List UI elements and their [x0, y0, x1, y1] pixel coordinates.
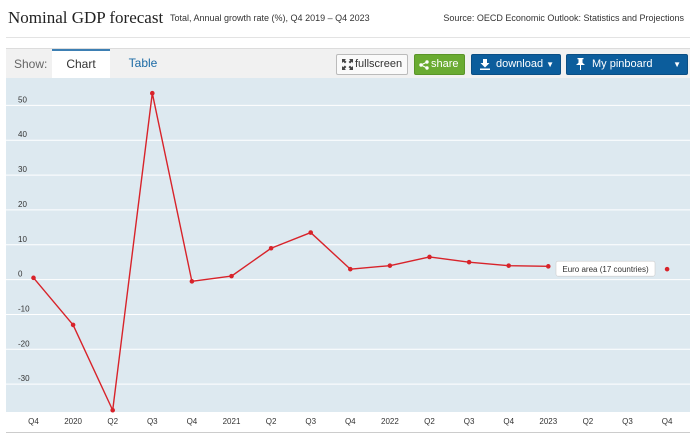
x-tick-label: 2021 — [223, 417, 241, 426]
pinboard-label: My pinboard — [592, 58, 653, 70]
chart-subtitle: Total, Annual growth rate (%), Q4 2019 –… — [170, 13, 370, 23]
x-tick-label: Q3 — [464, 417, 475, 426]
chart-toolbar: Show: Chart Table fullscreen share downl… — [6, 48, 690, 79]
data-point — [229, 273, 234, 279]
x-tick-label: Q3 — [622, 417, 633, 426]
expand-arrows-icon — [342, 55, 353, 77]
y-tick-label: 20 — [18, 200, 27, 209]
tab-chart[interactable]: Chart — [52, 49, 110, 79]
source-note: Source: OECD Economic Outlook: Statistic… — [443, 13, 684, 23]
x-tick-label: Q3 — [147, 417, 158, 426]
x-tick-label: Q4 — [28, 417, 39, 426]
data-point — [427, 254, 432, 260]
grid-lines — [6, 104, 690, 385]
tooltip-label: Euro area (17 countries) — [562, 265, 649, 274]
footer-divider — [6, 432, 690, 433]
x-tick-label: Q2 — [107, 417, 118, 426]
y-tick-label: 50 — [18, 95, 27, 104]
y-tick-label: 0 — [18, 270, 23, 279]
fullscreen-label: fullscreen — [355, 58, 403, 70]
data-point — [308, 230, 314, 235]
data-point — [110, 407, 115, 413]
x-tick-label: 2023 — [539, 417, 557, 426]
data-point — [189, 279, 195, 284]
header-divider — [6, 37, 690, 38]
chart-header: Nominal GDP forecast Total, Annual growt… — [0, 0, 690, 38]
show-label: Show: — [14, 57, 48, 71]
y-axis-ticks: -30 -20 -10 0 10 20 30 40 50 — [18, 95, 30, 383]
download-label: download — [496, 58, 544, 70]
data-point — [150, 90, 155, 96]
fullscreen-button[interactable]: fullscreen — [336, 54, 408, 75]
x-tick-label: 2020 — [64, 417, 82, 426]
x-tick-label: Q4 — [345, 417, 356, 426]
chevron-down-icon: ▼ — [673, 60, 681, 69]
data-point — [466, 259, 472, 265]
data-point — [268, 245, 274, 251]
x-tick-label: 2022 — [381, 417, 399, 426]
x-tick-label: Q3 — [305, 417, 316, 426]
download-icon — [480, 55, 490, 77]
y-tick-label: 30 — [18, 165, 27, 174]
share-button[interactable]: share — [414, 54, 465, 75]
data-point — [348, 266, 353, 272]
series-euro-area — [31, 90, 670, 413]
data-point — [664, 266, 670, 272]
x-tick-label: Q4 — [503, 417, 514, 426]
tooltip: Euro area (17 countries) — [555, 260, 656, 277]
y-tick-label: -20 — [18, 339, 30, 348]
y-tick-label: -10 — [18, 304, 30, 313]
data-point — [387, 263, 393, 268]
y-tick-label: -30 — [18, 374, 30, 383]
share-icon — [419, 55, 429, 77]
x-tick-label: Q2 — [583, 417, 594, 426]
x-tick-label: Q4 — [662, 417, 673, 426]
series-line — [32, 92, 549, 411]
y-tick-label: 10 — [18, 235, 27, 244]
data-point — [31, 275, 36, 281]
x-axis-ticks: Q4 2020 Q2 Q3 Q4 2021 Q2 Q3 Q4 2022 Q2 Q3 Q4 2023 Q2 Q3… — [28, 417, 673, 426]
x-tick-label: Q2 — [424, 417, 435, 426]
page-title: Nominal GDP forecast — [8, 8, 164, 27]
download-button[interactable]: download ▼ — [471, 54, 561, 75]
pinboard-button[interactable]: My pinboard ▼ — [566, 54, 688, 75]
share-label: share — [431, 58, 459, 70]
chevron-down-icon: ▼ — [546, 60, 554, 69]
x-tick-label: Q4 — [187, 417, 198, 426]
pin-icon — [576, 55, 585, 77]
data-point — [70, 322, 76, 328]
x-tick-label: Q2 — [266, 417, 277, 426]
data-point — [506, 263, 512, 268]
tab-table[interactable]: Table — [128, 56, 158, 70]
y-tick-label: 40 — [18, 130, 27, 139]
tooltip-box — [555, 260, 656, 277]
data-point — [546, 264, 551, 269]
